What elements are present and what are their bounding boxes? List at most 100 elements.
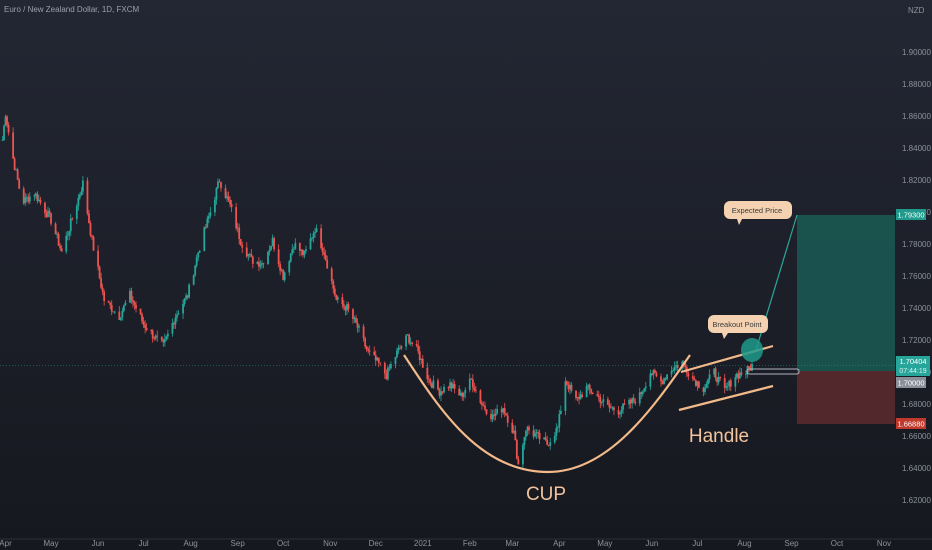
candle-body (24, 197, 27, 204)
expected-price-callout[interactable]: Expected Price (724, 201, 792, 225)
candle-body (48, 210, 51, 214)
candle-body (65, 235, 68, 252)
target-price-text: 1.79300 (897, 211, 924, 220)
candle-body (236, 227, 239, 229)
candle-body (305, 249, 307, 252)
target-price-badge (896, 209, 926, 220)
candle-body (353, 317, 356, 319)
candle-body (33, 195, 36, 197)
candle-body (602, 399, 605, 402)
candle-body (643, 388, 646, 392)
candle-body (708, 374, 711, 380)
candle-body (675, 365, 678, 367)
candle-body (751, 363, 753, 371)
candle-body (687, 373, 690, 377)
x-tick-label: 2021 (414, 539, 432, 548)
candle-body (506, 415, 509, 423)
candle-body (198, 250, 201, 253)
candle-body (86, 180, 89, 214)
candle-body (154, 335, 157, 339)
candle-body (447, 386, 450, 389)
candle-body (628, 399, 631, 405)
candle-body (543, 437, 546, 440)
breakout-point-callout[interactable]: Breakout Point (708, 315, 768, 339)
candle-body (737, 373, 740, 379)
candle-body (56, 233, 59, 235)
candle-body (133, 302, 136, 305)
candle-body (12, 132, 15, 159)
candle-body (100, 278, 103, 288)
candle-body (719, 376, 722, 379)
candle-body (547, 444, 550, 446)
candle-body (640, 392, 643, 395)
candle-body (25, 197, 28, 199)
candle-body (652, 370, 655, 375)
y-tick-label: 1.84000 (902, 144, 931, 153)
candle-body (729, 380, 732, 387)
candle-body (661, 381, 664, 385)
candle-body (6, 116, 8, 125)
candle-body (597, 395, 600, 397)
candle-body (356, 322, 359, 328)
candle-body (309, 238, 312, 250)
candle-body (579, 394, 582, 400)
candle-body (511, 422, 514, 433)
candle-body (163, 339, 166, 343)
candle-body (569, 384, 571, 390)
expected-price-bubble (724, 201, 792, 225)
candle-body (481, 402, 483, 405)
candle-body (459, 392, 462, 396)
position-tool[interactable] (797, 215, 895, 424)
y-tick-label: 1.82000 (902, 176, 931, 185)
candle-body (611, 407, 614, 409)
candle-body (698, 381, 700, 388)
candle-body (464, 389, 467, 393)
y-tick-label: 1.74000 (902, 304, 931, 313)
candle-body (176, 314, 178, 318)
candle-body (207, 216, 210, 219)
candle-body (194, 265, 197, 276)
candle-body (144, 324, 147, 329)
candle-body (523, 436, 526, 445)
candle-body (663, 378, 665, 385)
x-tick-label: Jun (92, 539, 105, 548)
candle-body (532, 430, 535, 437)
candle-body (396, 350, 398, 358)
candle-body (122, 305, 125, 311)
candle-body (259, 264, 262, 267)
candle-body (326, 259, 329, 269)
candle-body (566, 381, 568, 385)
candle-body (522, 444, 524, 465)
candle-body (288, 261, 291, 273)
candle-body (66, 234, 69, 236)
candle-body (197, 252, 200, 258)
candle-body (22, 188, 25, 204)
stop-price-badge (896, 418, 926, 429)
candle-body (45, 213, 48, 217)
candle-body (644, 386, 647, 389)
candle-body (18, 179, 21, 189)
candle-body (670, 370, 673, 375)
candle-body (44, 202, 46, 214)
candle-body (204, 227, 207, 229)
candle-body (567, 384, 570, 390)
candle-body (417, 345, 420, 352)
candle-body (537, 432, 539, 434)
candle-body (358, 326, 360, 328)
candle-body (650, 373, 653, 375)
candle-body (421, 358, 424, 368)
candle-body (75, 205, 78, 219)
candle-body (691, 376, 694, 379)
candle-body (725, 386, 728, 388)
chart-header: Euro / New Zealand Dollar, 1D, FXCM NZD (4, 5, 925, 15)
candle-body (101, 287, 104, 292)
breakout-marker (741, 338, 763, 362)
candle-body (556, 427, 559, 429)
candle-body (98, 266, 101, 279)
candle-body (103, 291, 106, 301)
candle-body (165, 336, 168, 340)
candle-body (28, 196, 31, 202)
candle-body (587, 384, 590, 386)
